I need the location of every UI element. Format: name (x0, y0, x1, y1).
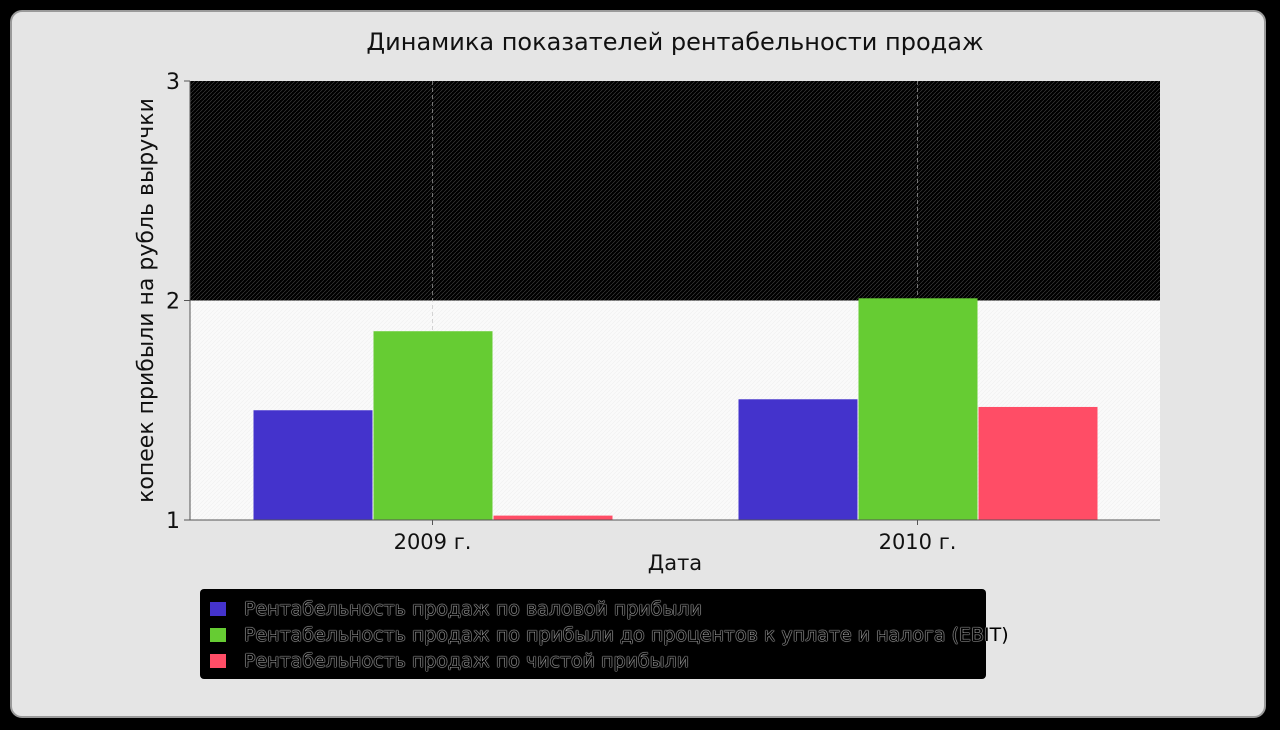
y-tick-label: 2 (166, 290, 180, 315)
y-tick-label: 3 (166, 70, 180, 95)
legend-label: Рентабельность продаж по чистой прибыли (244, 650, 690, 672)
y-tick-label: 1 (166, 509, 180, 534)
y-axis-label: копеек прибыли на рубль выручки (134, 98, 159, 503)
legend-label: Рентабельность продаж по валовой прибыли (244, 598, 702, 620)
bar (373, 331, 493, 520)
legend-swatch (210, 654, 226, 668)
bar (253, 410, 373, 520)
x-tick-label: 2010 г. (879, 530, 957, 554)
x-axis-label: Дата (648, 551, 702, 575)
legend-item: Рентабельность продаж по валовой прибыли (210, 596, 986, 622)
x-tick-label: 2009 г. (394, 530, 472, 554)
legend-label: Рентабельность продаж по прибыли до проц… (244, 624, 1009, 646)
legend-swatch (210, 602, 226, 616)
bar (978, 406, 1098, 520)
bar (858, 298, 978, 520)
plot-background-dark (190, 81, 1160, 301)
legend-swatch (210, 628, 226, 642)
bar (493, 515, 613, 520)
legend-item: Рентабельность продаж по прибыли до проц… (210, 622, 1009, 648)
legend-item: Рентабельность продаж по чистой прибыли (210, 648, 986, 674)
chart-legend: Рентабельность продаж по валовой прибыли… (200, 589, 1009, 679)
bar (738, 399, 858, 520)
chart-title: Динамика показателей рентабельности прод… (366, 28, 984, 56)
